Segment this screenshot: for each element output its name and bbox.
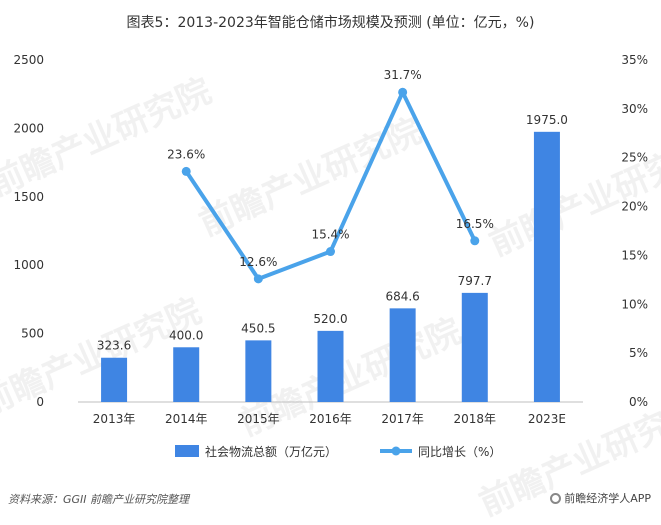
y-left-tick-label: 2500 — [13, 53, 44, 67]
bar — [245, 340, 272, 402]
x-tick-label: 2023E — [528, 412, 566, 426]
y-right-tick-label: 35% — [621, 53, 648, 67]
y-right-tick-label: 25% — [621, 151, 648, 165]
brand-logo-icon — [550, 492, 562, 504]
bar — [461, 292, 488, 402]
bar-data-label: 1975.0 — [526, 113, 568, 127]
legend-line-label: 同比增长（%） — [418, 445, 501, 459]
line-data-label: 23.6% — [167, 147, 205, 161]
x-tick-label: 2013年 — [93, 412, 136, 426]
line-point — [181, 166, 191, 176]
y-right-tick-label: 30% — [621, 102, 648, 116]
x-tick-label: 2014年 — [165, 412, 208, 426]
line-data-label: 16.5% — [456, 217, 494, 231]
y-left-tick-label: 500 — [21, 327, 44, 341]
bar — [317, 330, 344, 402]
line-point — [253, 274, 263, 284]
bar-data-label: 797.7 — [458, 274, 492, 288]
bar-data-label: 400.0 — [169, 328, 203, 342]
bar-data-label: 450.5 — [241, 321, 275, 335]
legend-bar-swatch — [175, 445, 199, 457]
y-right-tick-label: 15% — [621, 248, 648, 262]
bar-data-label: 323.6 — [97, 339, 131, 353]
y-left-tick-label: 2000 — [13, 121, 44, 135]
bar — [389, 308, 416, 402]
line-data-label: 15.4% — [311, 228, 349, 242]
x-tick-label: 2015年 — [237, 412, 280, 426]
y-right-tick-label: 20% — [621, 200, 648, 214]
bar-data-label: 684.6 — [385, 289, 419, 303]
bar — [101, 357, 128, 402]
brand-name: 前瞻经济学人APP — [564, 492, 651, 505]
bar-data-label: 520.0 — [313, 312, 347, 326]
y-right-tick-label: 5% — [629, 346, 648, 360]
x-tick-label: 2016年 — [309, 412, 352, 426]
y-left-tick-label: 0 — [36, 395, 44, 409]
x-tick-label: 2018年 — [454, 412, 497, 426]
line-point — [470, 236, 480, 246]
y-left-tick-label: 1000 — [13, 258, 44, 272]
line-point — [326, 247, 335, 257]
legend-line-marker — [391, 446, 401, 456]
chart-title: 图表5：2013-2023年智能仓储市场规模及预测 (单位：亿元，%) — [126, 15, 535, 31]
y-left-tick-label: 1500 — [13, 190, 44, 204]
line-data-label: 31.7% — [384, 68, 422, 82]
line-data-label: 12.6% — [239, 255, 277, 269]
legend-bar-label: 社会物流总额（万亿元） — [205, 444, 337, 459]
bar — [173, 347, 200, 402]
brand-badge: 前瞻经济学人APP — [550, 490, 651, 506]
y-right-tick-label: 0% — [629, 395, 648, 409]
y-right-tick-label: 10% — [621, 297, 648, 311]
line-point — [398, 87, 408, 97]
x-tick-label: 2017年 — [381, 412, 424, 426]
bar — [533, 131, 560, 402]
source-text: 资料来源：GGII 前瞻产业研究院整理 — [8, 493, 190, 506]
